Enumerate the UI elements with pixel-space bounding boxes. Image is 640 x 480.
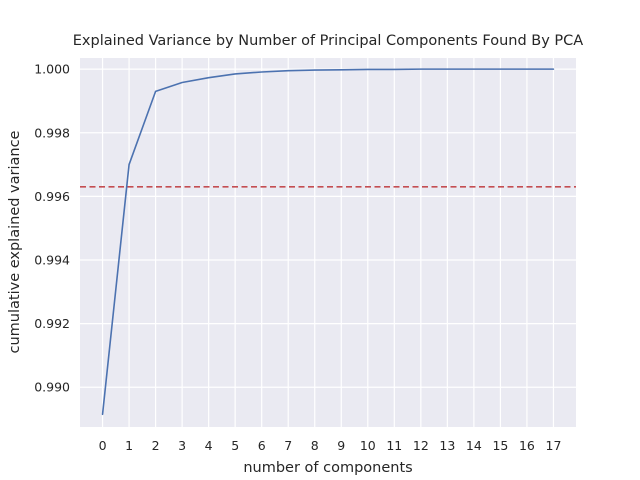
x-tick-label: 4 — [205, 438, 213, 453]
y-tick-label: 0.998 — [34, 125, 70, 140]
x-tick-label: 7 — [284, 438, 292, 453]
x-tick-label: 16 — [519, 438, 535, 453]
x-tick-label: 10 — [360, 438, 376, 453]
x-tick-label: 9 — [337, 438, 345, 453]
data-point — [553, 68, 555, 70]
data-point — [234, 73, 236, 75]
x-tick-label: 17 — [546, 438, 562, 453]
data-point — [128, 164, 130, 166]
x-tick-label: 15 — [492, 438, 508, 453]
y-tick-label: 0.996 — [34, 189, 70, 204]
x-axis-label: number of components — [243, 460, 412, 476]
data-point — [526, 68, 528, 70]
data-point — [314, 69, 316, 71]
x-tick-label: 14 — [466, 438, 482, 453]
x-tick-label: 11 — [386, 438, 402, 453]
x-ticks: 0 1 2 3 4 5 6 7 8 9 10 11 12 13 14 15 16 17 — [99, 438, 562, 453]
data-point — [420, 68, 422, 70]
data-point — [208, 77, 210, 79]
x-tick-label: 0 — [99, 438, 107, 453]
chart-title: Explained Variance by Number of Principa… — [73, 33, 584, 49]
x-tick-label: 8 — [311, 438, 319, 453]
x-tick-label: 3 — [178, 438, 186, 453]
data-point — [155, 91, 157, 93]
y-tick-label: 0.992 — [34, 316, 70, 331]
x-tick-label: 5 — [231, 438, 239, 453]
plot-area — [80, 58, 576, 427]
data-point — [181, 82, 183, 84]
x-tick-label: 13 — [439, 438, 455, 453]
data-point — [261, 71, 263, 73]
data-point — [394, 69, 396, 71]
x-tick-label: 2 — [152, 438, 160, 453]
x-tick-label: 6 — [258, 438, 266, 453]
y-axis-label: cumulative explained variance — [7, 130, 23, 353]
data-point — [102, 413, 104, 415]
x-tick-label: 1 — [125, 438, 133, 453]
data-point — [340, 69, 342, 71]
data-point — [473, 68, 475, 70]
y-tick-label: 0.994 — [34, 252, 70, 267]
y-ticks: 0.990 0.992 0.994 0.996 0.998 1.000 — [34, 62, 70, 395]
data-point — [287, 70, 289, 72]
data-point — [447, 68, 449, 70]
series-line — [101, 68, 555, 416]
y-tick-label: 1.000 — [34, 62, 70, 77]
data-point — [500, 68, 502, 70]
y-tick-label: 0.990 — [34, 380, 70, 395]
data-point — [367, 69, 369, 71]
grid — [80, 58, 576, 427]
series-group — [101, 68, 555, 416]
x-tick-label: 12 — [413, 438, 429, 453]
